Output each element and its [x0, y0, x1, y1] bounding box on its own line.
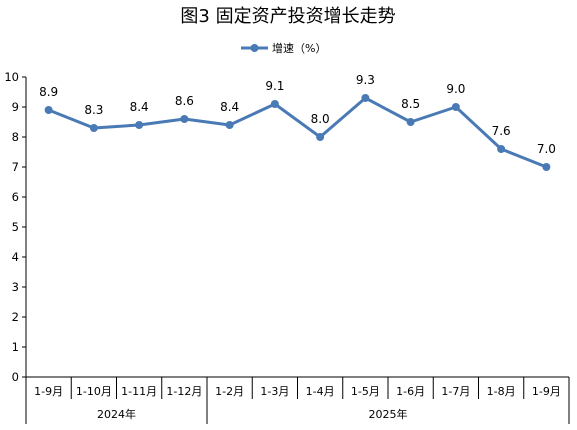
- data-point: [89, 124, 98, 132]
- data-label: 7.6: [492, 124, 511, 138]
- x-category-label: 1-6月: [396, 385, 425, 398]
- data-labels: 8.9 8.3 8.4 8.6 8.4 9.1 8.0 9.3 8.5 9.0 7.6 7.0: [39, 73, 556, 156]
- y-tick-label: 8: [12, 130, 19, 144]
- series-line: [44, 94, 551, 171]
- data-label: 8.4: [220, 100, 239, 114]
- data-label: 8.9: [39, 85, 58, 99]
- data-label: 8.4: [130, 100, 149, 114]
- year-group-label: 2025年: [369, 407, 408, 421]
- x-category-label: 1-12月: [166, 385, 202, 398]
- chart-title: 图3 固定资产投资增长走势: [180, 6, 395, 27]
- data-label: 8.3: [84, 103, 103, 117]
- y-tick-label: 5: [12, 220, 19, 234]
- x-category-label: 1-8月: [487, 385, 516, 398]
- data-point: [361, 94, 370, 102]
- series-polyline: [48, 96, 547, 169]
- y-tick-label: 6: [12, 190, 19, 204]
- data-point: [542, 163, 551, 171]
- data-point: [44, 106, 53, 114]
- legend-label: 增速（%）: [272, 41, 326, 55]
- y-tick-label: 1: [12, 340, 19, 354]
- x-category-label: 1-10月: [76, 385, 112, 398]
- x-category-label: 1-9月: [34, 385, 63, 398]
- data-label: 9.3: [356, 73, 375, 87]
- data-label: 9.0: [446, 82, 465, 96]
- x-category-label: 1-4月: [306, 385, 335, 398]
- data-point: [270, 100, 279, 108]
- y-tick-label: 3: [12, 280, 19, 294]
- data-label: 7.0: [537, 142, 556, 156]
- x-category-label: 1-7月: [441, 385, 470, 398]
- x-category-label: 1-3月: [260, 385, 289, 398]
- data-label: 9.1: [265, 79, 284, 93]
- y-tick-label: 4: [12, 250, 19, 264]
- data-point: [180, 115, 189, 123]
- x-category-label: 1-11月: [121, 385, 157, 398]
- data-point: [451, 103, 460, 111]
- data-label: 8.6: [175, 94, 194, 108]
- x-axis-year-groups: 2024年 2025年: [25, 399, 570, 424]
- y-tick-label: 7: [12, 160, 19, 174]
- data-point: [406, 118, 415, 126]
- y-axis-ticks: 0 1 2 3 4 5 6 7 8 9 10: [4, 70, 26, 384]
- x-category-label: 1-5月: [351, 385, 380, 398]
- y-tick-label: 0: [12, 370, 19, 384]
- data-point: [497, 145, 506, 153]
- y-tick-label: 2: [12, 310, 19, 324]
- x-category-label: 1-9月: [532, 385, 561, 398]
- y-tick-label: 10: [4, 70, 19, 84]
- legend-dot-marker: [250, 44, 259, 52]
- data-point: [225, 121, 234, 129]
- y-tick-label: 9: [12, 100, 19, 114]
- x-category-label: 1-2月: [215, 385, 244, 398]
- data-point: [316, 133, 325, 141]
- legend: 增速（%）: [241, 41, 326, 55]
- data-label: 8.5: [401, 97, 420, 111]
- x-axis-categories: 1-9月 1-10月 1-11月 1-12月 1-2月 1-3月 1-4月 1-5月 1-6月 1…: [25, 377, 570, 399]
- data-point: [135, 121, 144, 129]
- data-label: 8.0: [311, 112, 330, 126]
- year-group-label: 2024年: [97, 407, 136, 421]
